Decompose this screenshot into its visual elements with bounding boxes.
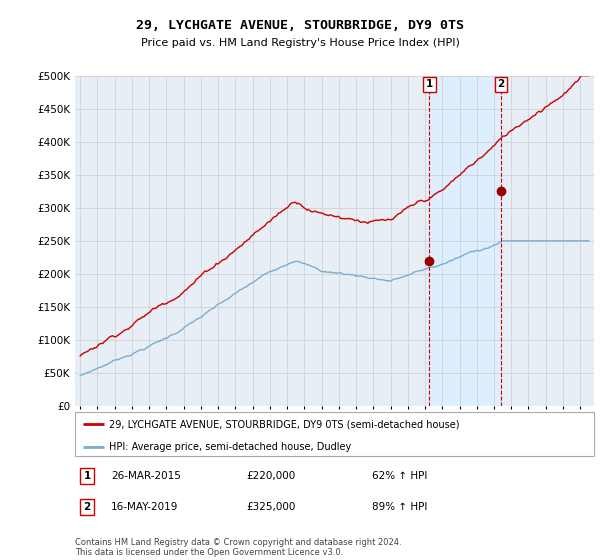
- Text: Contains HM Land Registry data © Crown copyright and database right 2024.
This d: Contains HM Land Registry data © Crown c…: [75, 538, 401, 557]
- Text: Price paid vs. HM Land Registry's House Price Index (HPI): Price paid vs. HM Land Registry's House …: [140, 38, 460, 48]
- Text: £220,000: £220,000: [246, 471, 295, 481]
- Text: 29, LYCHGATE AVENUE, STOURBRIDGE, DY9 0TS: 29, LYCHGATE AVENUE, STOURBRIDGE, DY9 0T…: [136, 18, 464, 32]
- Text: 89% ↑ HPI: 89% ↑ HPI: [372, 502, 427, 512]
- Text: 16-MAY-2019: 16-MAY-2019: [111, 502, 178, 512]
- Bar: [430, 76, 501, 406]
- Text: 1: 1: [83, 471, 91, 481]
- Text: 2: 2: [83, 502, 91, 512]
- Text: 2: 2: [497, 79, 505, 89]
- Text: £325,000: £325,000: [246, 502, 295, 512]
- Text: 29, LYCHGATE AVENUE, STOURBRIDGE, DY9 0TS (semi-detached house): 29, LYCHGATE AVENUE, STOURBRIDGE, DY9 0T…: [109, 419, 459, 429]
- FancyBboxPatch shape: [75, 412, 594, 456]
- Text: 26-MAR-2015: 26-MAR-2015: [111, 471, 181, 481]
- Text: HPI: Average price, semi-detached house, Dudley: HPI: Average price, semi-detached house,…: [109, 441, 351, 451]
- Text: 62% ↑ HPI: 62% ↑ HPI: [372, 471, 427, 481]
- Text: 1: 1: [426, 79, 433, 89]
